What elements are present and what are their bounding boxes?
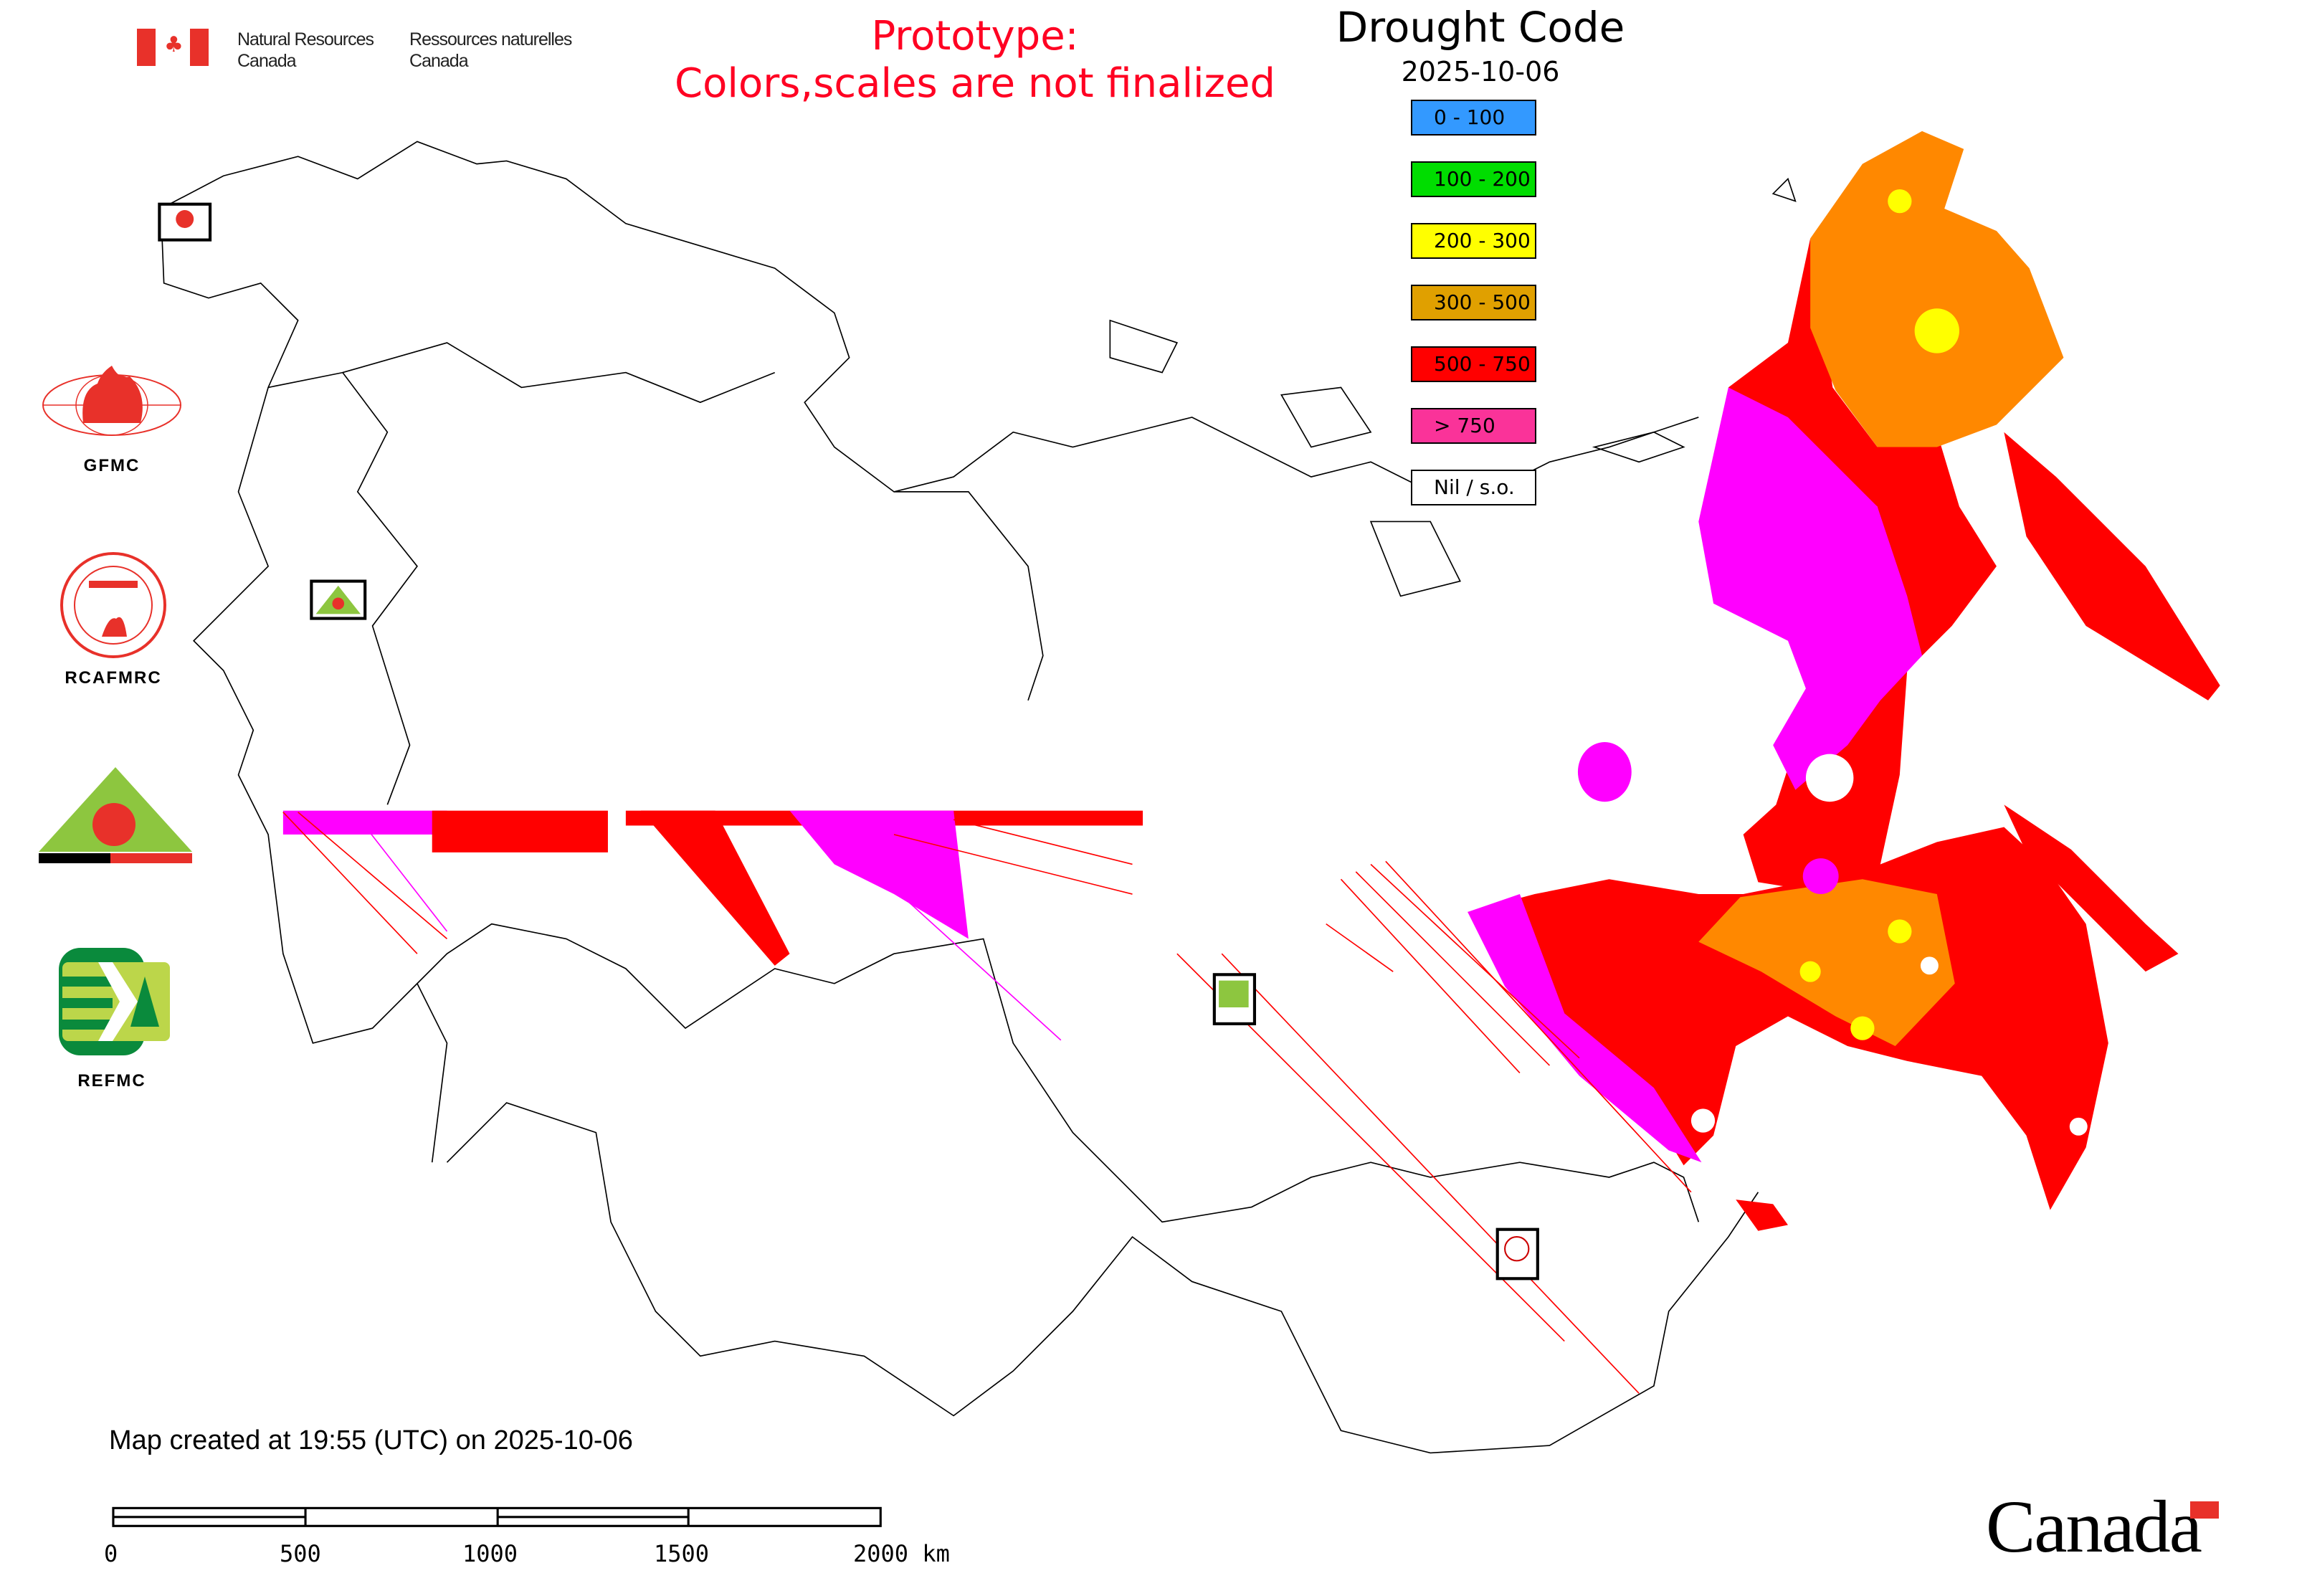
raster-red-hokkaido — [1736, 1200, 1788, 1231]
rcafmrc-label: RCAFMRC — [65, 668, 162, 688]
agency-en-line2: Canada — [237, 51, 297, 71]
scale-label-1000: 1000 — [462, 1540, 518, 1567]
refmc-label: REFMC — [77, 1071, 146, 1091]
raster-artifact-lines — [282, 812, 1692, 1394]
legend-item-100-200: 100 - 200 — [1411, 161, 1536, 197]
legend-item-over-750: > 750 — [1411, 408, 1536, 444]
raster-orange-south — [1698, 879, 1955, 1047]
agency-fr-line2: Canada — [409, 51, 469, 71]
raster-magenta-blob — [1577, 742, 1632, 802]
drought-raster — [282, 130, 2220, 1394]
raster-red-north — [1728, 238, 1997, 895]
wordmark-flag-icon — [2190, 1501, 2219, 1519]
prototype-line1: Prototype: — [871, 13, 1079, 60]
legend-item-200-300: 200 - 300 — [1411, 223, 1536, 259]
gfmc-label: GFMC — [83, 456, 141, 475]
scale-label-500: 500 — [280, 1540, 321, 1567]
nrcan-signature: ♣ Natural Resources Canada Ressources na… — [137, 29, 572, 72]
raster-red-sakhalin — [2004, 804, 2179, 972]
raster-magenta-south — [1468, 894, 1702, 1163]
legend-item-nil: Nil / s.o. — [1411, 470, 1536, 505]
refmc-logo — [59, 948, 170, 1055]
raster-red-south — [1468, 827, 2108, 1210]
legend-item-300-500: 300 - 500 — [1411, 285, 1536, 320]
legend-date: 2025-10-06 — [1401, 56, 1560, 87]
map-created-timestamp: Map created at 19:55 (UTC) on 2025-10-06 — [109, 1425, 633, 1455]
legend-title: Drought Code — [1336, 3, 1625, 52]
agency-en-line1: Natural Resources — [237, 29, 374, 49]
scale-bar — [112, 1506, 882, 1527]
raster-magenta-north — [1698, 387, 1923, 790]
scale-label-2000km: 2000 km — [853, 1540, 950, 1567]
raster-red-kamchatka — [2004, 432, 2220, 700]
gfmc-logo — [42, 366, 181, 436]
agency-fr-line1: Ressources naturelles — [409, 29, 572, 49]
legend-item-500-750: 500 - 750 — [1411, 346, 1536, 382]
canada-wordmark: Canada — [1986, 1486, 2202, 1568]
scale-label-0: 0 — [104, 1540, 118, 1567]
rcafmrc-logo — [60, 552, 166, 658]
prototype-notice: Prototype: Colors,scales are not finaliz… — [617, 13, 1333, 108]
canada-flag-icon: ♣ — [137, 29, 209, 66]
prototype-line2: Colors,scales are not finalized — [675, 60, 1275, 107]
legend-item-0-100: 0 - 100 — [1411, 100, 1536, 136]
reefmc-logo — [39, 767, 192, 863]
scale-label-1500: 1500 — [654, 1540, 710, 1567]
raster-orange-north — [1810, 130, 2064, 447]
country-outlines — [160, 141, 1797, 1454]
